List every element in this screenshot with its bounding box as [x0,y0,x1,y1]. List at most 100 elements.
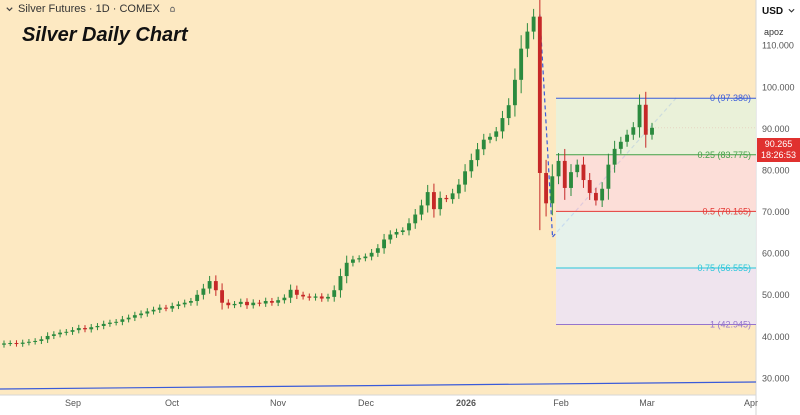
candle-body [438,197,443,210]
x-tick-label: Mar [639,398,655,408]
candle-body [382,239,387,249]
candlestick-series [2,0,654,348]
candle-body [650,127,654,135]
long-term-trendline [0,381,757,390]
candle-body [276,300,281,303]
candle-body [375,248,380,253]
candle-body [70,330,75,332]
candle-body [425,192,430,206]
fib-level-label: 1 (42.945) [710,320,751,330]
candle-body [369,252,374,257]
candle-body [307,296,312,298]
currency-label: USD [762,6,784,17]
candle-body [606,164,611,189]
candle-body [363,256,368,259]
candle-body [182,302,187,305]
fib-level-label: 0.75 (56.555) [697,263,751,273]
candle-body [195,294,200,302]
x-tick-label: Nov [270,398,287,408]
candle-body [569,172,573,188]
candle-body [326,296,330,299]
candle-body [232,303,237,306]
candle-body [419,205,424,215]
candle-body [506,105,511,119]
candle-body [400,230,405,233]
candle-body [587,180,592,193]
candle-body [575,164,580,173]
candle-body [618,141,623,149]
candle-body [332,290,337,297]
candle-body [107,322,112,324]
candle-body [170,306,175,309]
candle-body [600,188,605,201]
candle-body [2,343,6,345]
x-tick-label: Dec [358,398,375,408]
candle-body [238,301,243,304]
candle-body [313,296,318,298]
x-tick-label: Apr [744,398,758,408]
last-price-badge: 90.265 18:26:53 [757,138,800,162]
x-tick-label: 2026 [456,398,476,408]
candle-body [257,302,262,304]
fib-level-label: 0.5 (70.165) [702,206,751,216]
candle-body [20,342,25,344]
y-tick-label: 40.000 [762,332,790,342]
candle-body [357,258,362,260]
candle-body [245,301,249,306]
fib-level-label: 0.25 (83.775) [697,150,751,160]
instrument-label[interactable]: Silver Futures · 1D · COMEX [18,3,160,15]
candle-body [612,148,617,165]
candle-body [475,149,480,161]
candle-body [33,340,38,342]
candle-body [301,294,306,297]
candle-body [593,192,598,201]
candle-body [145,311,150,314]
candle-body [556,160,561,177]
candle-body [83,328,87,330]
candle-body [282,297,287,301]
collapse-icon[interactable] [5,5,14,14]
candle-body [394,232,399,235]
candle-body [531,16,536,32]
candle-body [226,302,231,306]
chevron-down-icon [788,8,795,13]
candle-body [469,160,474,172]
y-tick-label: 100.000 [762,82,795,92]
y-tick-label: 110.000 [762,41,794,51]
bar-countdown: 18:26:53 [760,150,797,160]
candle-body [407,223,411,231]
candle-body [201,288,206,295]
candle-body [220,290,225,303]
fib-zone [556,154,756,212]
currency-selector[interactable]: USD [762,6,795,17]
fib-zone [556,98,756,155]
candle-body [319,296,324,299]
candle-body [338,276,343,291]
candle-body [525,31,530,49]
y-tick-label: 60.000 [762,249,790,259]
candle-body [463,171,468,185]
candle-body [263,301,268,304]
candle-body [26,341,31,343]
scale-mode-label[interactable]: apoz [764,27,784,37]
alert-bell-icon[interactable] [168,5,177,14]
candle-body [126,317,131,320]
candle-body [164,307,168,309]
fib-zone [556,267,756,325]
candle-body [95,325,100,328]
fibonacci-labels: 0 (97.380) 0.25 (83.775) 0.5 (70.165) 0.75 … [697,93,751,329]
candle-body [114,321,119,323]
candle-body [39,339,44,341]
candle-body [456,184,461,194]
candle-body [444,197,449,200]
candle-body [625,134,630,142]
time-scale-area[interactable] [0,395,800,415]
price-scale-area[interactable] [756,0,800,395]
candle-body [481,139,486,150]
y-tick-label: 70.000 [762,207,790,217]
candle-body [450,193,455,200]
candle-body [431,192,436,210]
x-tick-label: Feb [553,398,569,408]
